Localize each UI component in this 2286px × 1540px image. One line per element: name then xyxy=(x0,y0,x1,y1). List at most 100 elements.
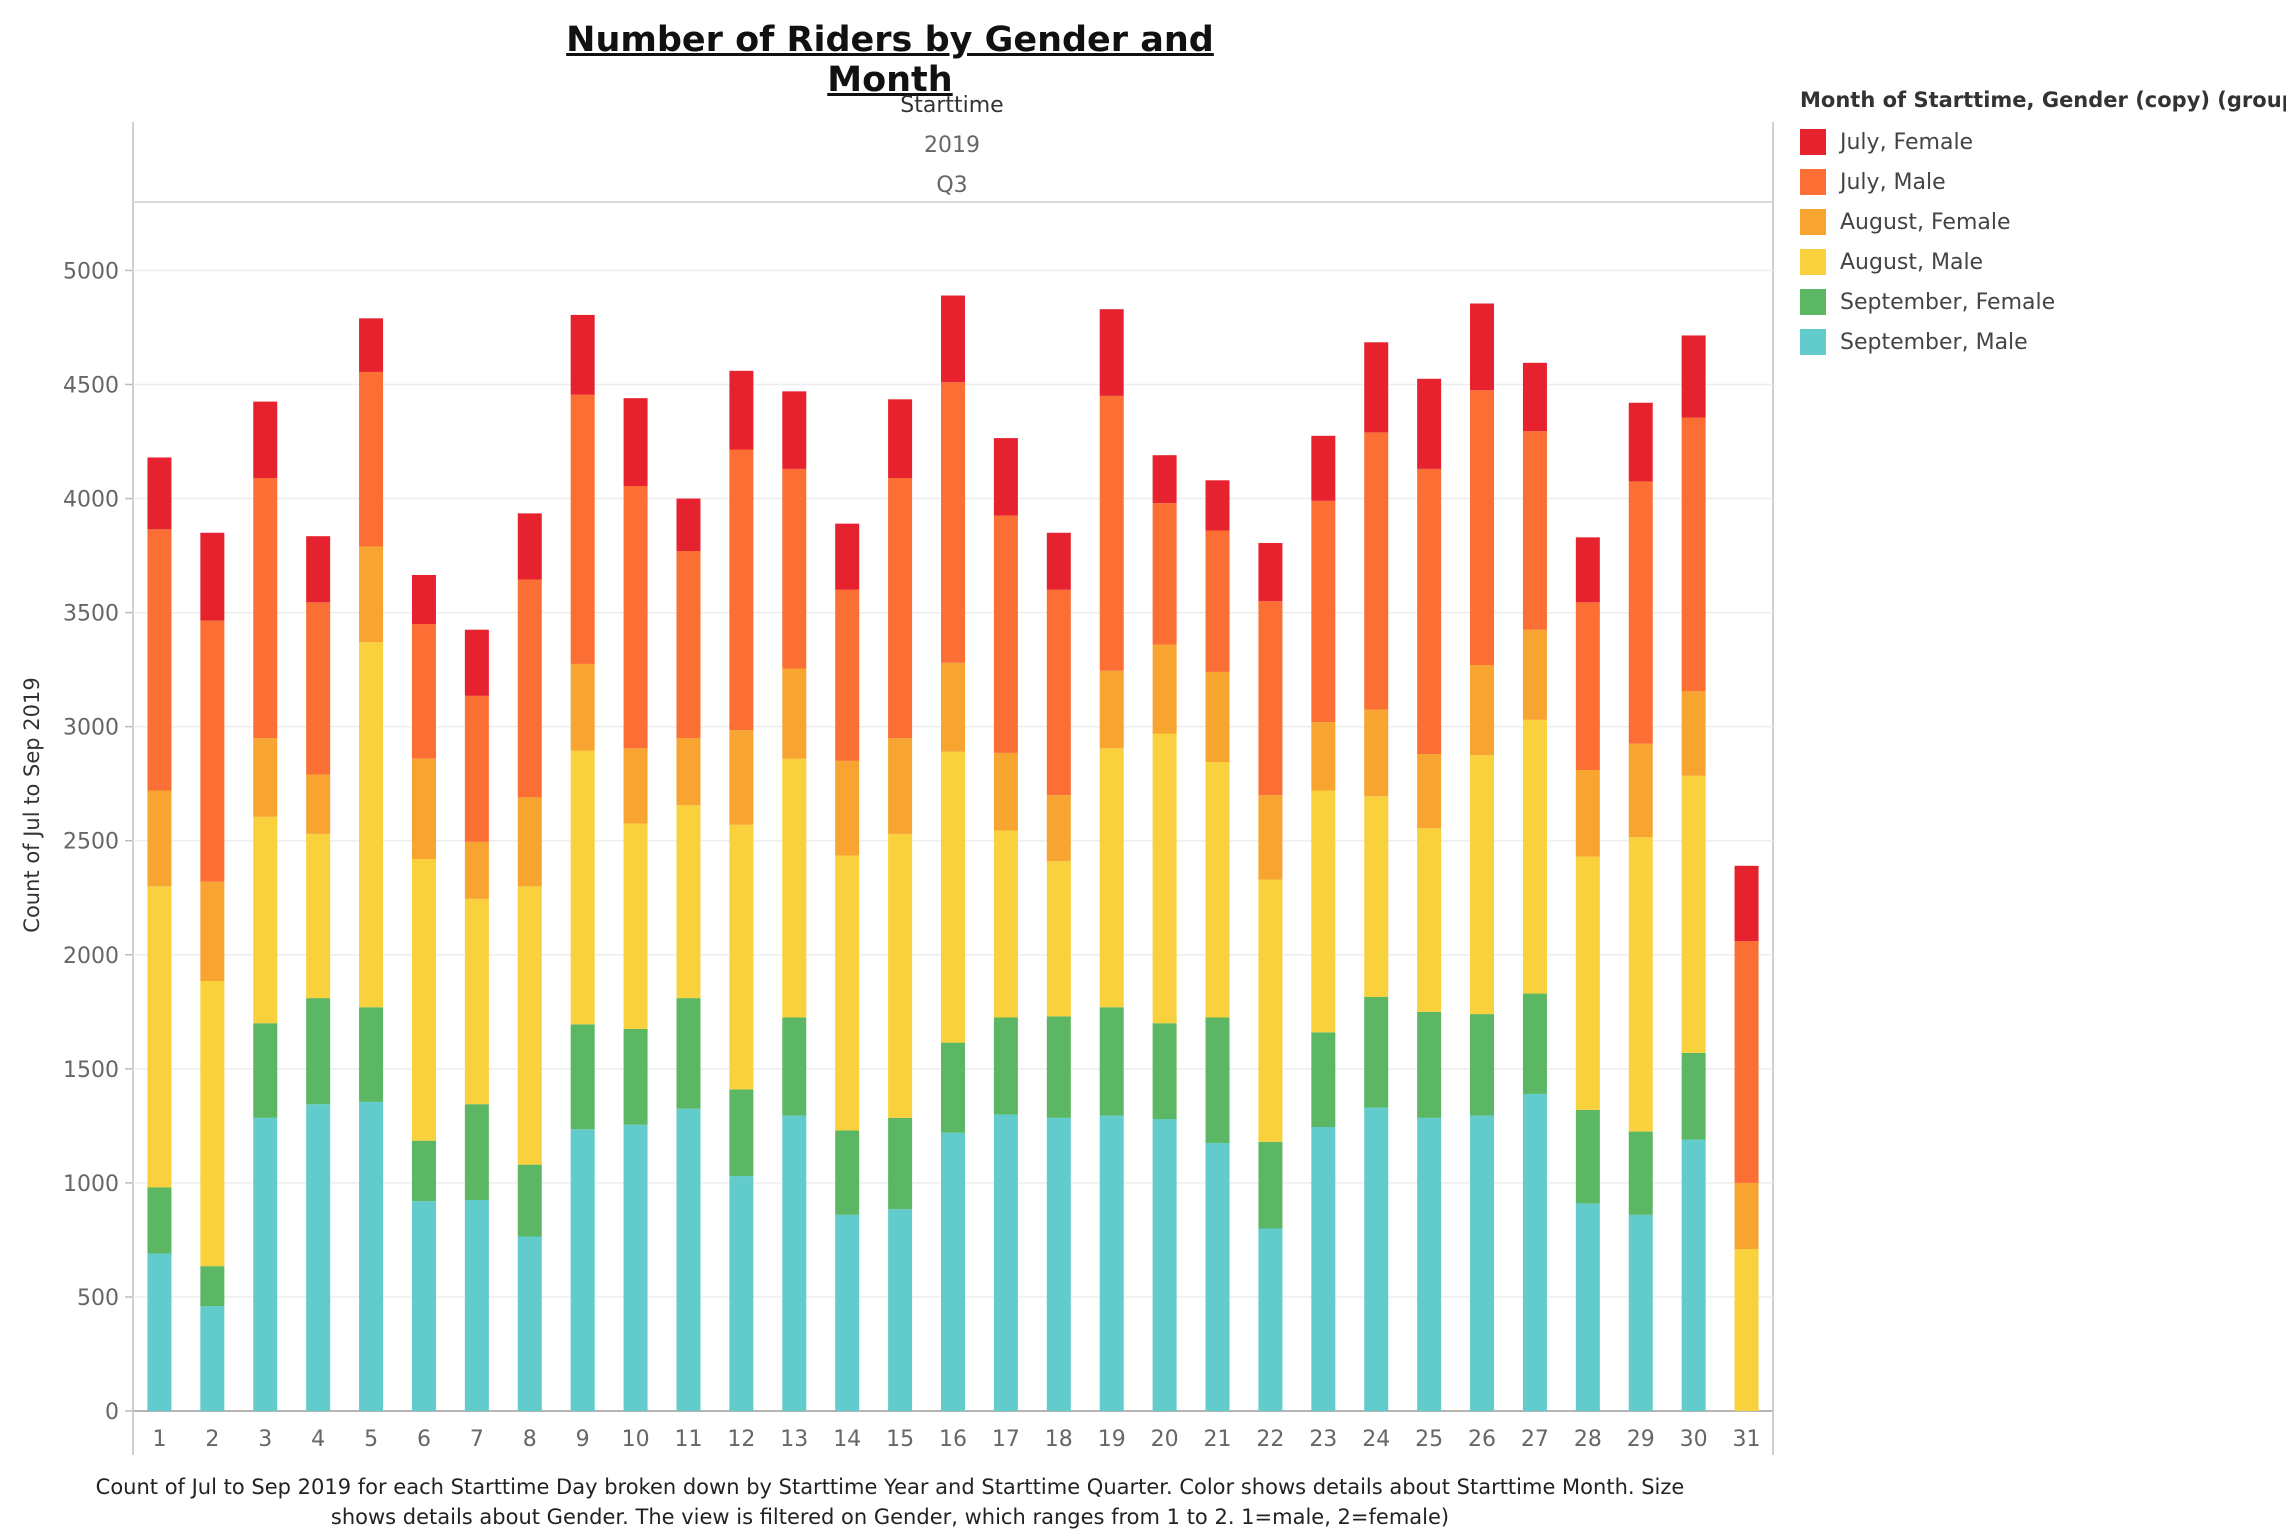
bar-segment-july-female-day-10 xyxy=(623,398,648,487)
bar-segment-september-male-day-30 xyxy=(1681,1139,1706,1411)
x-tick-label: 18 xyxy=(1045,1427,1073,1452)
bar-segment-august-male-day-16 xyxy=(941,751,965,1043)
chart-title: Number of Riders by Gender and Month xyxy=(566,20,1214,100)
bar-segment-september-female-day-27 xyxy=(1522,993,1547,1094)
bar-segment-september-male-day-18 xyxy=(1046,1117,1071,1411)
bar-segment-september-female-day-10 xyxy=(623,1028,648,1125)
bar-segment-august-female-day-28 xyxy=(1575,770,1600,857)
x-tick-label: 24 xyxy=(1362,1427,1390,1452)
legend-items: July, Female July, Male August, Female Augu… xyxy=(1800,122,2280,362)
bar-segment-august-male-day-3 xyxy=(253,816,278,1024)
bar-segment-july-female-day-17 xyxy=(993,438,1018,516)
legend-item[interactable]: August, Male xyxy=(1800,242,2280,282)
bar-segment-september-male-day-11 xyxy=(676,1108,701,1411)
bar-segment-august-male-day-1 xyxy=(147,886,172,1188)
bar-segment-july-female-day-1 xyxy=(147,457,172,530)
header-field: Starttime xyxy=(900,93,1003,118)
bar-segment-july-female-day-20 xyxy=(1152,455,1177,504)
bar-segment-july-male-day-20 xyxy=(1152,503,1177,645)
bar-segment-august-female-day-16 xyxy=(941,662,965,752)
bar-segment-august-female-day-1 xyxy=(147,790,172,887)
bar-segment-july-male-day-29 xyxy=(1628,481,1653,744)
bar-segment-september-female-day-19 xyxy=(1099,1007,1124,1116)
bar-segment-august-female-day-6 xyxy=(411,758,436,859)
bar-segment-july-male-day-14 xyxy=(835,589,860,761)
bar-segment-july-male-day-24 xyxy=(1364,432,1389,710)
legend-item[interactable]: July, Female xyxy=(1800,122,2280,162)
bar-segment-september-female-day-16 xyxy=(941,1042,965,1133)
bar-segment-july-male-day-10 xyxy=(623,486,648,749)
bar-segment-september-male-day-20 xyxy=(1152,1119,1177,1411)
bar-segment-july-female-day-3 xyxy=(253,401,278,479)
bar-segment-august-female-day-17 xyxy=(993,752,1018,831)
y-tick-label: 500 xyxy=(77,1286,119,1311)
bar-segment-august-female-day-11 xyxy=(676,738,701,806)
x-tick-label: 27 xyxy=(1521,1427,1549,1452)
bar-segment-august-female-day-25 xyxy=(1417,754,1442,829)
x-axis-ticks: 1 2 3 4 5 6 7 8 9 10 11 12 13 14 15 16 17 18 19 20 21 22 23 24 2… xyxy=(152,1427,1760,1452)
bar-segment-july-male-day-2 xyxy=(200,620,225,882)
bar-segment-august-male-day-24 xyxy=(1364,796,1389,997)
legend-item[interactable]: September, Male xyxy=(1800,322,2280,362)
legend-item[interactable]: September, Female xyxy=(1800,282,2280,322)
bar-segment-august-female-day-10 xyxy=(623,748,648,824)
bar-segment-august-female-day-4 xyxy=(306,774,331,834)
bar-segment-july-male-day-11 xyxy=(676,551,701,739)
bar-segment-september-female-day-14 xyxy=(835,1130,860,1215)
bar-segment-september-male-day-24 xyxy=(1364,1107,1389,1411)
bar-segment-september-female-day-30 xyxy=(1681,1052,1706,1140)
bar-segment-july-male-day-23 xyxy=(1311,500,1336,723)
bar-segment-august-male-day-10 xyxy=(623,823,648,1029)
column-header: Starttime 2019 Q3 xyxy=(900,93,1003,198)
bar-segment-september-male-day-19 xyxy=(1099,1115,1124,1411)
x-tick-label: 16 xyxy=(939,1427,967,1452)
bar-segment-july-female-day-18 xyxy=(1046,532,1071,590)
bar-segment-september-male-day-26 xyxy=(1470,1115,1495,1411)
x-tick-label: 7 xyxy=(470,1427,484,1452)
bar-segment-august-female-day-24 xyxy=(1364,709,1389,797)
bar-segment-september-female-day-12 xyxy=(729,1089,754,1177)
legend-swatch xyxy=(1800,169,1826,195)
bar-segment-july-male-day-31 xyxy=(1734,941,1759,1183)
bar-segment-august-male-day-11 xyxy=(676,805,701,999)
bar-segment-september-male-day-3 xyxy=(253,1117,278,1411)
bar-segment-september-male-day-25 xyxy=(1417,1117,1442,1411)
bar-segment-september-female-day-26 xyxy=(1470,1014,1495,1116)
bar-segment-august-male-day-28 xyxy=(1575,856,1600,1110)
bar-segment-july-male-day-28 xyxy=(1575,602,1600,771)
bar-segment-august-male-day-18 xyxy=(1046,861,1071,1017)
x-tick-label: 17 xyxy=(992,1427,1020,1452)
y-axis-ticks: 0 500 1000 1500 2000 2500 3000 3500 4000 4500 5000 xyxy=(63,259,133,1425)
bar-segment-september-male-day-1 xyxy=(147,1253,172,1411)
y-tick-label: 1500 xyxy=(63,1058,119,1083)
x-tick-label: 25 xyxy=(1415,1427,1443,1452)
header-year: 2019 xyxy=(924,133,980,158)
bar-segment-july-male-day-13 xyxy=(782,468,807,669)
x-tick-label: 6 xyxy=(417,1427,431,1452)
bar-segment-july-male-day-27 xyxy=(1522,431,1547,630)
bar-segment-august-female-day-7 xyxy=(464,841,489,899)
legend-label: September, Female xyxy=(1840,289,2056,315)
bar-segment-august-female-day-29 xyxy=(1628,743,1653,838)
bar-segment-july-female-day-27 xyxy=(1522,362,1547,432)
bar-segment-august-male-day-29 xyxy=(1628,837,1653,1132)
x-tick-label: 21 xyxy=(1204,1427,1232,1452)
x-tick-label: 5 xyxy=(364,1427,378,1452)
bar-segment-july-female-day-8 xyxy=(517,513,542,580)
bar-segment-september-female-day-18 xyxy=(1046,1016,1071,1118)
bar-segment-september-female-day-4 xyxy=(306,998,331,1105)
legend-item[interactable]: August, Female xyxy=(1800,202,2280,242)
legend-item[interactable]: July, Male xyxy=(1800,162,2280,202)
bar-segment-august-male-day-6 xyxy=(411,858,436,1141)
x-tick-label: 30 xyxy=(1680,1427,1708,1452)
legend-swatch xyxy=(1800,329,1826,355)
bar-segment-august-female-day-23 xyxy=(1311,722,1336,791)
bar-segment-september-female-day-22 xyxy=(1258,1141,1283,1229)
bar-segment-july-female-day-28 xyxy=(1575,537,1600,603)
x-tick-label: 28 xyxy=(1574,1427,1602,1452)
bar-segment-august-male-day-21 xyxy=(1205,762,1230,1018)
x-tick-label: 14 xyxy=(833,1427,861,1452)
x-tick-label: 19 xyxy=(1098,1427,1126,1452)
x-tick-label: 23 xyxy=(1309,1427,1337,1452)
